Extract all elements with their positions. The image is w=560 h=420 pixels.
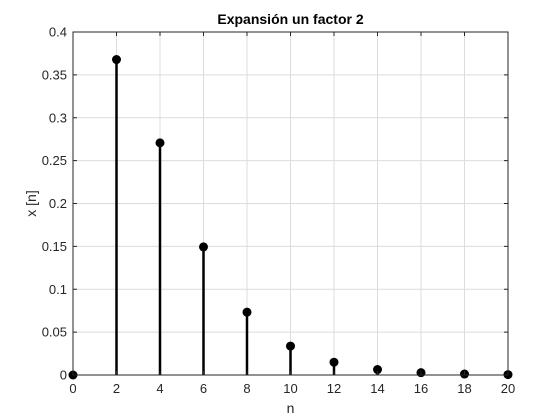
data-stems — [68, 55, 513, 380]
stem-marker — [242, 307, 252, 317]
y-axis-title: x [n] — [23, 190, 39, 216]
ticks — [72, 31, 509, 376]
stem-marker — [373, 365, 382, 375]
y-tick-label: 0.3 — [49, 110, 67, 125]
x-tick-label: 16 — [414, 381, 428, 396]
x-tick-label: 8 — [243, 381, 250, 396]
x-tick-label: 18 — [457, 381, 471, 396]
stem-marker — [112, 55, 121, 65]
x-tick-label: 4 — [156, 381, 163, 396]
x-tick-label: 14 — [370, 381, 384, 396]
y-tick-label: 0.25 — [42, 153, 67, 168]
stem-marker — [199, 242, 208, 252]
x-tick-label: 10 — [283, 381, 297, 396]
x-tick-label: 12 — [327, 381, 341, 396]
stem-marker — [286, 341, 295, 351]
y-tick-label: 0.2 — [49, 196, 67, 211]
x-tick-label: 6 — [200, 381, 207, 396]
y-tick-labels: 0 0.05 0.1 0.15 0.2 0.25 0.3 0.35 0.4 — [42, 25, 67, 383]
x-tick-label: 0 — [69, 381, 76, 396]
y-tick-label: 0.15 — [42, 239, 67, 254]
x-axis-title: n — [287, 400, 295, 416]
y-tick-label: 0 — [60, 368, 67, 383]
y-tick-label: 0.4 — [49, 25, 67, 40]
stem-marker — [329, 357, 339, 367]
x-tick-labels: 0 2 4 6 8 10 12 14 16 18 20 — [69, 381, 515, 396]
y-tick-label: 0.05 — [42, 325, 67, 340]
y-tick-label: 0.1 — [49, 282, 67, 297]
stem-marker — [155, 138, 165, 148]
x-tick-label: 2 — [113, 381, 120, 396]
y-tick-label: 0.35 — [42, 67, 67, 82]
x-tick-label: 20 — [501, 381, 515, 396]
chart-title: Expansión un factor 2 — [217, 11, 363, 27]
